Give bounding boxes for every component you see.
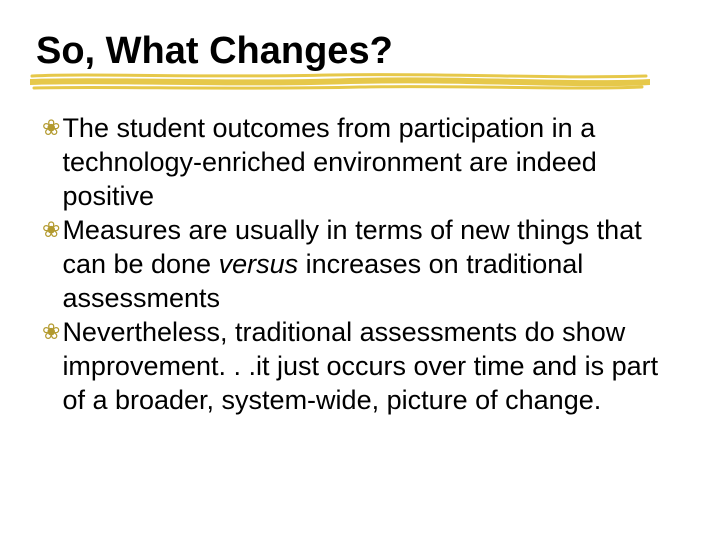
bullet-text: The student outcomes from participation … bbox=[62, 111, 664, 213]
underline-stroke-mid bbox=[30, 80, 650, 83]
title-underline bbox=[30, 70, 650, 92]
bullet-text: Nevertheless, traditional assessments do… bbox=[62, 315, 664, 417]
slide: So, What Changes? ❀The student outcomes … bbox=[0, 0, 720, 540]
bullet-list: ❀The student outcomes from participation… bbox=[36, 111, 684, 417]
bullet-item: ❀Measures are usually in terms of new th… bbox=[42, 213, 664, 315]
slide-title: So, What Changes? bbox=[36, 30, 684, 73]
bullet-item: ❀Nevertheless, traditional assessments d… bbox=[42, 315, 664, 417]
bullet-text: Measures are usually in terms of new thi… bbox=[62, 213, 664, 315]
flower-bullet-icon: ❀ bbox=[42, 213, 60, 247]
flower-bullet-icon: ❀ bbox=[42, 315, 60, 349]
underline-stroke-top bbox=[32, 75, 646, 77]
title-block: So, What Changes? bbox=[36, 30, 684, 73]
bullet-item: ❀The student outcomes from participation… bbox=[42, 111, 664, 213]
underline-stroke-bottom bbox=[34, 87, 642, 89]
flower-bullet-icon: ❀ bbox=[42, 111, 60, 145]
